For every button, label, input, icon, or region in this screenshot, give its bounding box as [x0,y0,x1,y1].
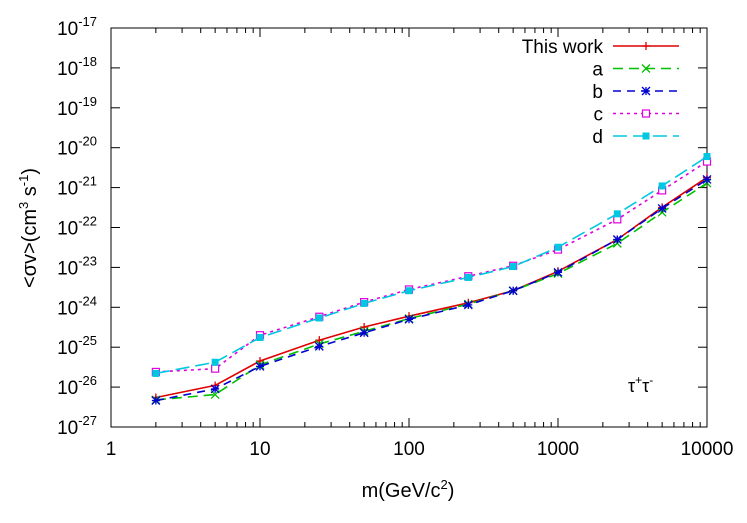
data-point [658,182,666,190]
y-tick-label: 10-20 [57,134,97,160]
data-point [210,384,220,394]
channel-annotation: τ+τ- [628,373,653,396]
x-tick-label: 10 [249,439,270,460]
data-point [360,299,368,307]
series-b [151,174,712,406]
data-point [315,314,323,322]
y-tick-label: 10-24 [57,293,97,319]
series-d [152,153,711,377]
legend-label: a [592,60,603,81]
data-point [703,153,711,161]
data-point [508,286,518,296]
y-tick-label: 10-17 [57,14,97,40]
data-point [359,328,369,338]
data-point [613,210,621,218]
series-line [155,182,708,401]
data-point [211,364,220,373]
legend-marker [642,42,650,50]
data-point [702,174,712,184]
data-point [464,273,472,281]
data-point [256,334,264,342]
data-point [405,287,413,295]
data-point [463,300,473,310]
legend-marker [641,64,651,73]
data-point [612,235,622,244]
series-layer [151,153,712,406]
data-point [151,396,161,406]
y-tick-label: 10-21 [57,174,97,200]
series-line [155,155,708,375]
legend-label: d [592,127,603,148]
x-tick-label: 10000 [681,439,734,460]
legend-marker [641,86,651,96]
y-axis-label: <σv>(cm3 s-1) [16,168,41,288]
legend-label: b [592,82,603,103]
legend-label: This work [522,37,604,58]
plot-frame [110,27,708,428]
axis-ticks [110,27,708,428]
series-line [155,176,708,399]
x-tick-label: 1000 [537,439,579,460]
x-axis-label: m(GeV/c2) [362,477,455,502]
y-tick-label: 10-19 [57,94,97,120]
series-c [151,157,712,377]
data-point [211,358,219,366]
y-tick-label: 10-22 [57,214,97,240]
x-tick-label: 1 [106,439,117,460]
data-point [404,314,414,324]
data-point [554,243,562,251]
data-point [314,341,324,351]
y-tick-label: 10-25 [57,333,97,359]
data-point [657,204,667,213]
x-tick-label: 100 [393,439,425,460]
y-tick-label: 10-27 [57,413,97,439]
data-point [553,267,563,277]
legend-label: c [594,105,604,126]
data-point [255,361,265,371]
y-tick-label: 10-26 [57,373,97,399]
x-tick-labels: 1 10 100 1000 10000 [106,439,734,460]
series-line [155,160,708,373]
data-point [152,369,160,377]
y-tick-labels: 10-27 10-26 10-25 10-24 10-23 10-22 10-21 10-20… [57,14,97,439]
legend-marker [642,132,650,140]
y-tick-label: 10-18 [57,54,97,80]
y-tick-label: 10-23 [57,253,97,279]
data-point [509,263,517,271]
series-line [155,178,708,402]
legend-marker [641,109,651,118]
